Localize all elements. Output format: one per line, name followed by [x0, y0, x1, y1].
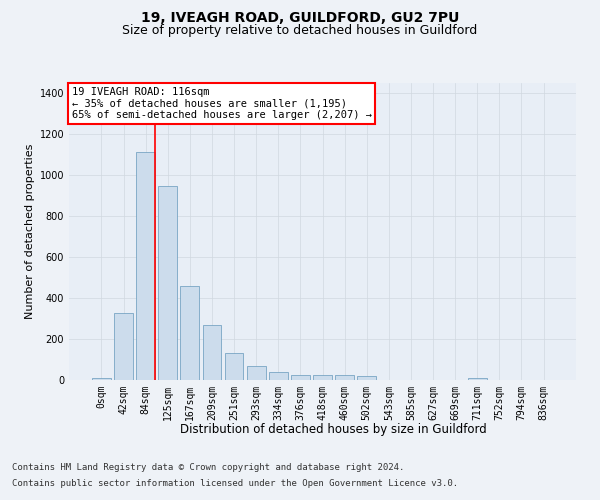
Bar	[247, 366, 266, 380]
Text: Size of property relative to detached houses in Guildford: Size of property relative to detached ho…	[122, 24, 478, 37]
Bar	[468, 378, 487, 380]
Text: Distribution of detached houses by size in Guildford: Distribution of detached houses by size …	[179, 422, 487, 436]
Bar	[158, 186, 177, 380]
Y-axis label: Number of detached properties: Number of detached properties	[25, 144, 35, 319]
Bar	[291, 376, 310, 380]
Bar	[114, 313, 133, 380]
Bar	[313, 375, 332, 380]
Text: 19, IVEAGH ROAD, GUILDFORD, GU2 7PU: 19, IVEAGH ROAD, GUILDFORD, GU2 7PU	[141, 11, 459, 25]
Bar	[335, 375, 354, 380]
Bar	[203, 324, 221, 380]
Bar	[92, 378, 111, 380]
Bar	[269, 372, 287, 380]
Text: 19 IVEAGH ROAD: 116sqm
← 35% of detached houses are smaller (1,195)
65% of semi-: 19 IVEAGH ROAD: 116sqm ← 35% of detached…	[71, 87, 371, 120]
Bar	[181, 286, 199, 380]
Bar	[136, 152, 155, 380]
Text: Contains HM Land Registry data © Crown copyright and database right 2024.: Contains HM Land Registry data © Crown c…	[12, 462, 404, 471]
Text: Contains public sector information licensed under the Open Government Licence v3: Contains public sector information licen…	[12, 479, 458, 488]
Bar	[358, 376, 376, 380]
Bar	[224, 354, 244, 380]
